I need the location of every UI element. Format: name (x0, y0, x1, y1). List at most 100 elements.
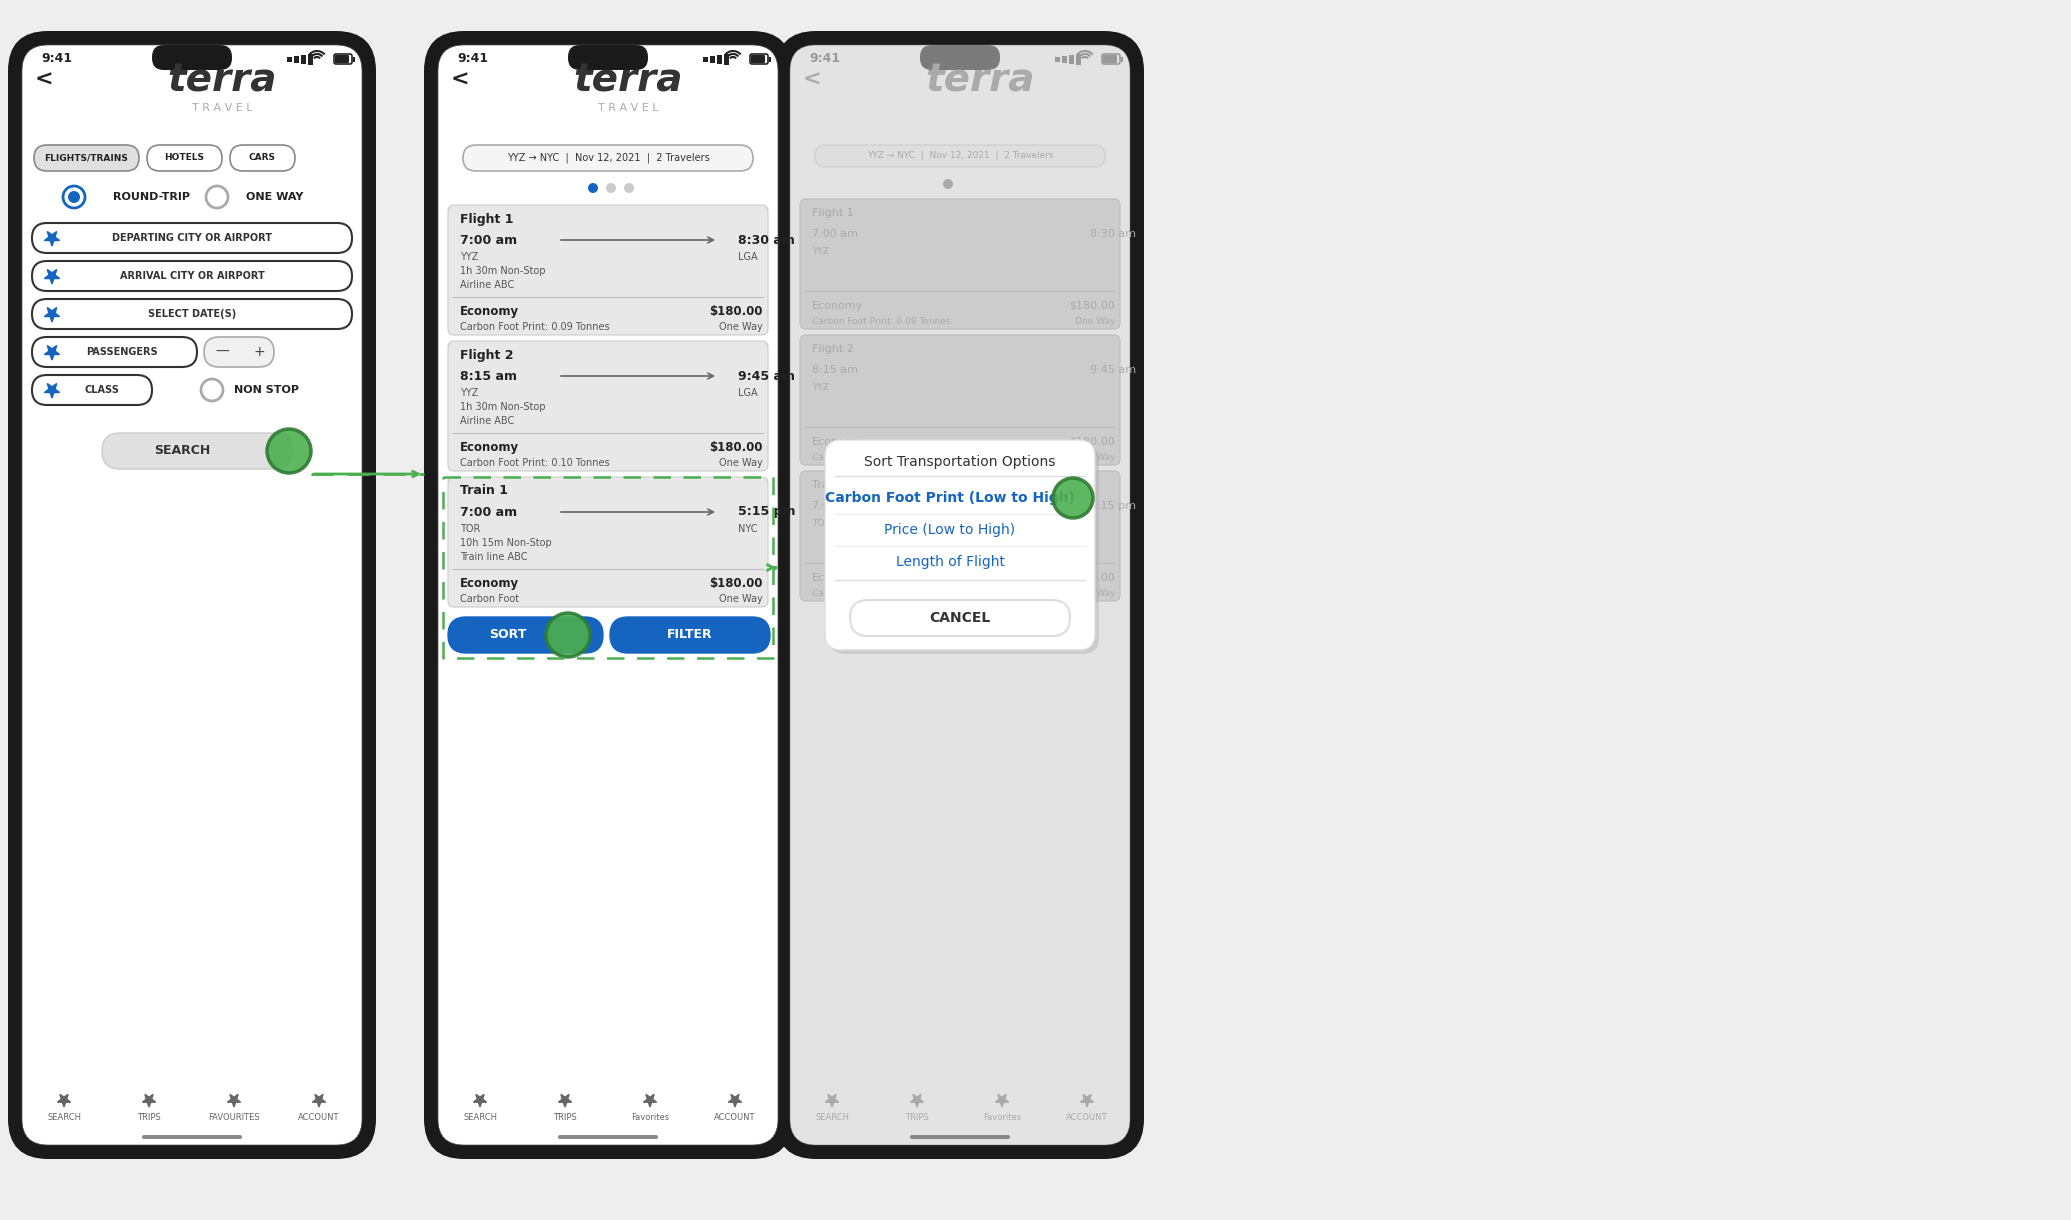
Text: $180.00: $180.00 (1069, 301, 1114, 311)
Text: Price (Low to High): Price (Low to High) (884, 523, 1015, 537)
Text: Carbon Foot Print (Low to High): Carbon Foot Print (Low to High) (824, 490, 1075, 505)
Text: Favorites: Favorites (632, 1114, 669, 1122)
Text: $180.00: $180.00 (710, 305, 762, 318)
Text: Carbon Foot: Carbon Foot (812, 588, 868, 598)
Text: Economy: Economy (812, 437, 864, 447)
Text: YYZ: YYZ (812, 383, 828, 392)
Text: $180.00: $180.00 (710, 442, 762, 455)
Text: Economy: Economy (812, 301, 864, 311)
FancyBboxPatch shape (1104, 55, 1116, 63)
Text: Flight 1: Flight 1 (460, 212, 514, 226)
FancyBboxPatch shape (611, 617, 770, 653)
Text: 8:30 am: 8:30 am (1089, 229, 1137, 239)
Polygon shape (228, 1094, 240, 1107)
Text: 8:15 am: 8:15 am (460, 370, 518, 383)
FancyBboxPatch shape (437, 45, 779, 1146)
Polygon shape (996, 1094, 1009, 1107)
Bar (710, 56, 714, 63)
Text: Carbon Foot Print: 0.10 Tonnes: Carbon Foot Print: 0.10 Tonnes (812, 453, 951, 461)
Text: Carbon Foot: Carbon Foot (460, 594, 520, 604)
Text: One Way: One Way (719, 458, 762, 468)
FancyBboxPatch shape (23, 45, 362, 1146)
FancyBboxPatch shape (31, 337, 197, 367)
Polygon shape (43, 232, 60, 246)
Text: 7:00 am: 7:00 am (812, 229, 857, 239)
Text: 9:45 am: 9:45 am (737, 370, 795, 383)
Text: ROUND-TRIP: ROUND-TRIP (114, 192, 191, 203)
Circle shape (205, 185, 228, 207)
Bar (309, 54, 313, 65)
Text: <: < (451, 70, 470, 90)
FancyBboxPatch shape (33, 145, 139, 171)
Text: SEARCH: SEARCH (464, 1114, 497, 1122)
Polygon shape (826, 1094, 839, 1107)
Polygon shape (58, 1094, 70, 1107)
Text: HOTELS: HOTELS (164, 154, 205, 162)
Text: Carbon Foot Print: 0.10 Tonnes: Carbon Foot Print: 0.10 Tonnes (460, 458, 609, 468)
Text: FILTER: FILTER (667, 628, 712, 642)
Text: Airline ABC: Airline ABC (460, 416, 514, 426)
Text: Economy: Economy (460, 442, 520, 455)
Text: Economy: Economy (460, 305, 520, 318)
Text: terra: terra (926, 61, 1036, 99)
FancyBboxPatch shape (789, 45, 1131, 1146)
Text: Train 1: Train 1 (460, 484, 507, 498)
Text: Sort Transportation Options: Sort Transportation Options (864, 455, 1056, 468)
Text: Train 1: Train 1 (812, 479, 849, 490)
FancyBboxPatch shape (799, 336, 1120, 465)
FancyBboxPatch shape (789, 45, 1131, 1146)
FancyBboxPatch shape (447, 617, 603, 653)
Text: —: — (215, 345, 230, 359)
Bar (725, 54, 729, 65)
FancyBboxPatch shape (31, 223, 352, 253)
Bar (1069, 55, 1075, 63)
Text: TOR: TOR (812, 518, 830, 527)
Circle shape (1052, 478, 1093, 518)
Text: 8:15 am: 8:15 am (812, 365, 857, 375)
Text: NON STOP: NON STOP (234, 386, 300, 395)
Text: TRIPS: TRIPS (905, 1114, 930, 1122)
Text: LGA: LGA (737, 253, 758, 262)
FancyBboxPatch shape (920, 45, 1000, 70)
FancyBboxPatch shape (31, 375, 151, 405)
Text: ACCOUNT: ACCOUNT (1067, 1114, 1108, 1122)
Text: ARRIVAL CITY OR AIRPORT: ARRIVAL CITY OR AIRPORT (120, 271, 265, 281)
Text: FAVOURITES: FAVOURITES (209, 1114, 259, 1122)
Text: CARS: CARS (249, 154, 275, 162)
FancyBboxPatch shape (849, 600, 1071, 636)
FancyBboxPatch shape (828, 444, 1100, 654)
Text: SEARCH: SEARCH (48, 1114, 81, 1122)
FancyBboxPatch shape (205, 337, 273, 367)
Bar (702, 57, 708, 62)
Text: TRIPS: TRIPS (137, 1114, 162, 1122)
Text: Airline ABC: Airline ABC (460, 281, 514, 290)
Text: Length of Flight: Length of Flight (895, 555, 1004, 569)
Text: <: < (35, 70, 54, 90)
Polygon shape (474, 1094, 487, 1107)
FancyBboxPatch shape (447, 205, 768, 336)
Text: 7:00 am: 7:00 am (812, 501, 857, 511)
Circle shape (201, 379, 224, 401)
FancyBboxPatch shape (230, 145, 294, 171)
Text: YYZ: YYZ (460, 253, 478, 262)
Text: 9:41: 9:41 (41, 52, 72, 66)
Text: $180.00: $180.00 (1069, 573, 1114, 583)
Text: LGA: LGA (737, 388, 758, 398)
FancyBboxPatch shape (799, 471, 1120, 601)
Text: SEARCH: SEARCH (816, 1114, 849, 1122)
Text: terra: terra (574, 61, 683, 99)
Bar (717, 55, 723, 63)
FancyBboxPatch shape (799, 199, 1120, 329)
Polygon shape (43, 383, 60, 398)
Text: Flight 2: Flight 2 (460, 349, 514, 361)
Bar (1062, 56, 1067, 63)
FancyBboxPatch shape (151, 45, 232, 70)
Text: One Way: One Way (1075, 316, 1114, 326)
Polygon shape (911, 1094, 924, 1107)
Bar (300, 55, 307, 63)
Text: Train line ABC: Train line ABC (460, 551, 528, 562)
FancyBboxPatch shape (31, 261, 352, 292)
Text: SEARCH: SEARCH (153, 444, 209, 458)
Polygon shape (313, 1094, 325, 1107)
Text: SORT: SORT (489, 628, 526, 642)
